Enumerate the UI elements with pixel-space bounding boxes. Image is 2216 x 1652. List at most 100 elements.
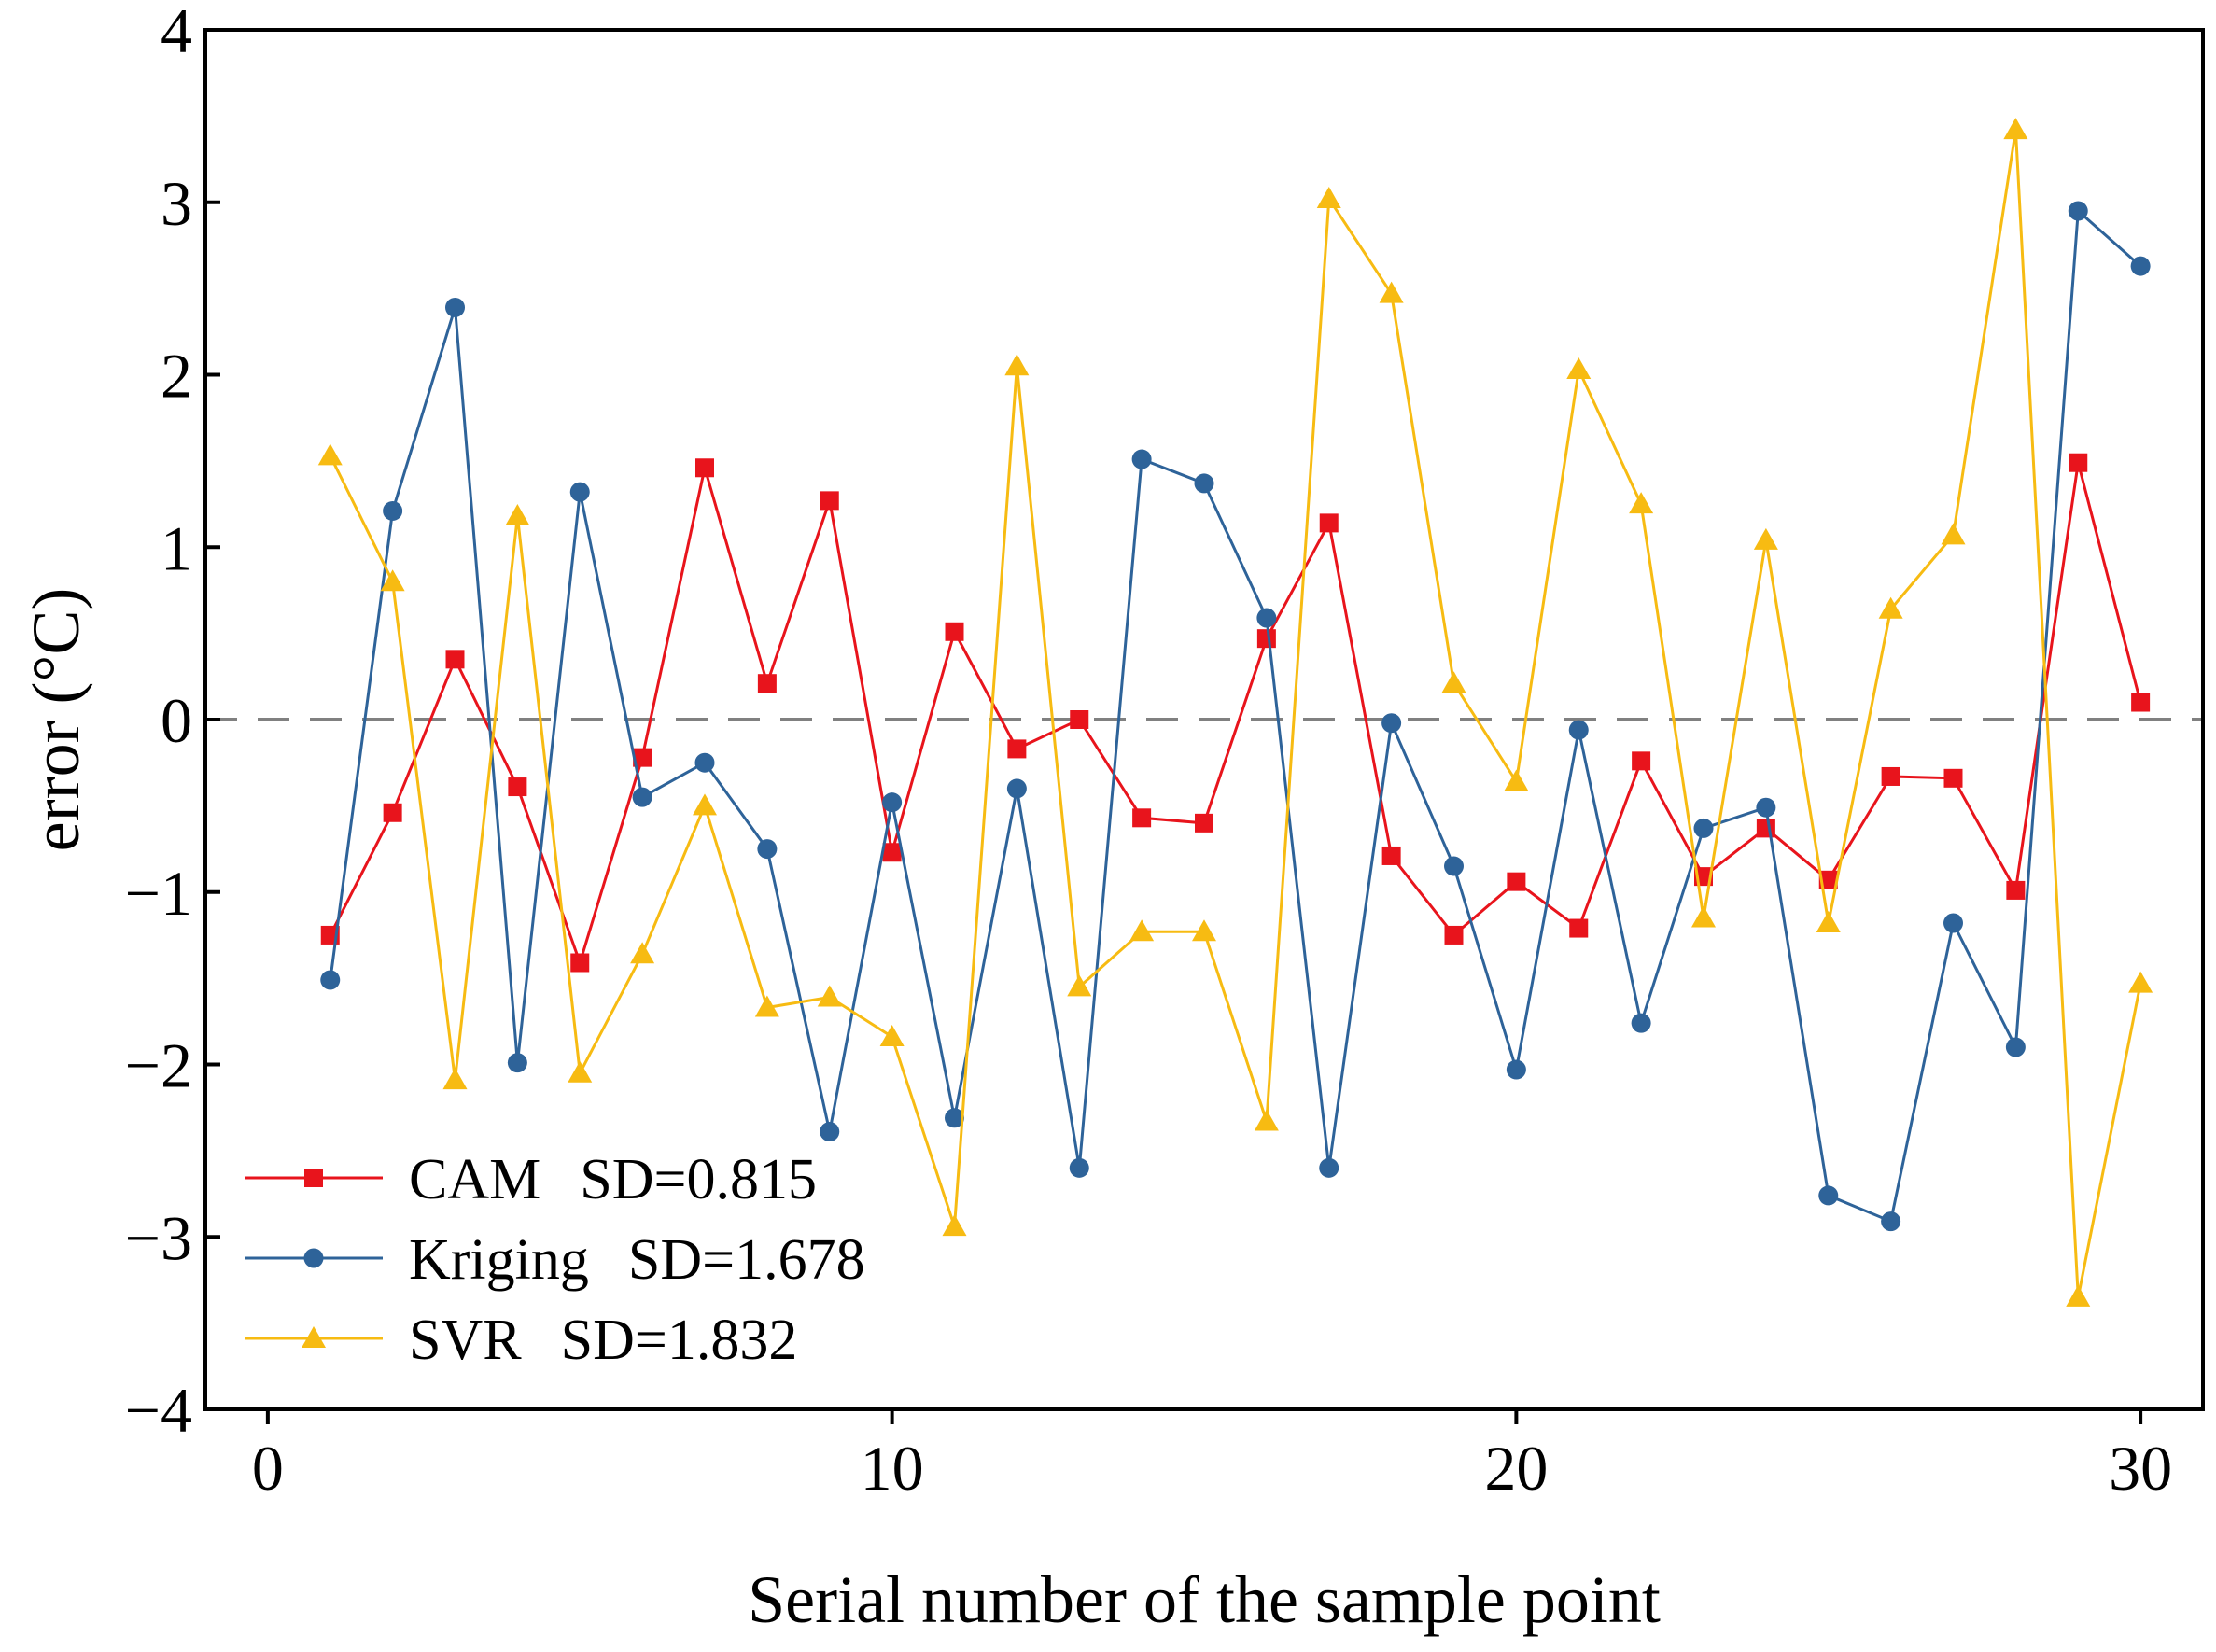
legend-label: CAM SD=0.815	[409, 1148, 817, 1211]
data-point-svr	[1129, 919, 1155, 942]
data-point-cam	[383, 803, 402, 822]
legend-sd-value: SD=1.678	[628, 1228, 865, 1292]
data-point-cam	[1569, 918, 1589, 938]
y-tick-label: −4	[125, 1375, 192, 1446]
series-layer	[317, 118, 2153, 1307]
legend-entry-kriging: Kriging SD=1.678	[245, 1228, 865, 1292]
data-point-svr	[1504, 769, 1529, 791]
legend: CAM SD=0.815 Kriging SD=1.678 SVR SD=1.832	[245, 1148, 865, 1372]
data-point-svr	[1316, 187, 1341, 209]
data-point-cam	[1070, 710, 1089, 729]
data-point-kriging	[882, 792, 903, 813]
data-point-kriging	[945, 1108, 964, 1128]
data-point-svr	[1691, 905, 1716, 928]
data-point-svr	[1816, 911, 1841, 933]
data-point-cam	[1195, 813, 1213, 833]
data-point-kriging	[1069, 1157, 1089, 1178]
data-point-kriging	[1568, 720, 1589, 740]
data-point-cam	[882, 843, 902, 862]
data-point-cam	[1444, 925, 1464, 945]
data-point-cam	[757, 674, 777, 693]
data-point-cam	[633, 748, 652, 767]
data-point-svr	[1192, 919, 1216, 942]
data-point-kriging	[1256, 608, 1277, 628]
data-point-kriging	[1818, 1185, 1839, 1206]
data-point-svr	[1566, 357, 1592, 379]
data-point-svr	[1878, 596, 1903, 619]
legend-marker	[303, 1248, 324, 1268]
legend-series-name: Kriging	[409, 1228, 589, 1292]
data-point-cam	[445, 650, 465, 669]
y-tick-label: 2	[161, 341, 192, 412]
y-tick-label: 1	[161, 512, 192, 583]
data-point-kriging	[1506, 1059, 1526, 1080]
data-point-kriging	[1131, 449, 1152, 469]
data-point-cam	[1632, 751, 1651, 771]
data-point-svr	[1629, 492, 1654, 514]
data-point-svr	[879, 1024, 905, 1046]
data-point-kriging	[1756, 797, 1776, 818]
data-point-kriging	[757, 839, 778, 860]
y-tick-label: −1	[125, 858, 192, 929]
data-point-kriging	[1693, 818, 1714, 838]
data-point-cam	[1132, 808, 1152, 828]
data-point-cam	[820, 491, 839, 511]
data-point-kriging	[820, 1122, 840, 1142]
data-point-kriging	[320, 970, 341, 990]
data-point-cam	[1319, 513, 1339, 533]
data-point-cam	[1943, 768, 1963, 788]
data-point-kriging	[1006, 778, 1027, 799]
data-point-svr	[1753, 527, 1778, 550]
data-point-svr	[754, 995, 779, 1017]
data-point-svr	[693, 793, 717, 816]
data-point-cam	[2131, 693, 2151, 712]
data-point-kriging	[507, 1053, 527, 1073]
x-tick-label: 10	[861, 1433, 924, 1504]
legend-label: Kriging SD=1.678	[409, 1228, 865, 1292]
series-kriging	[320, 201, 2151, 1232]
data-point-cam	[945, 622, 964, 641]
data-point-kriging	[1444, 856, 1464, 876]
legend-marker	[302, 1326, 326, 1348]
data-point-svr	[942, 1214, 967, 1237]
data-point-kriging	[1881, 1211, 1901, 1232]
legend-marker	[304, 1169, 323, 1187]
data-point-kriging	[694, 752, 715, 773]
data-point-kriging	[445, 297, 465, 317]
axes-layer: −4 −3 −2 −1 0 1 2 3 4 0 10 20 30	[125, 0, 2205, 1504]
data-point-cam	[2069, 453, 2088, 472]
data-point-cam	[2006, 880, 2026, 900]
y-tick-label: 0	[161, 685, 192, 756]
series-line-cam	[329, 462, 2142, 968]
y-tick-label: −2	[125, 1030, 192, 1101]
series-line-svr	[329, 129, 2142, 1298]
y-axis-title: error (°C)	[19, 588, 93, 852]
series-svr	[317, 118, 2153, 1307]
data-point-kriging	[1381, 713, 1402, 734]
data-point-kriging	[383, 500, 403, 521]
data-point-svr	[1441, 671, 1466, 693]
data-point-cam	[1007, 739, 1027, 759]
data-point-svr	[2066, 1284, 2091, 1307]
data-point-kriging	[632, 787, 652, 807]
data-point-kriging	[569, 482, 590, 502]
data-point-svr	[630, 942, 655, 964]
data-point-svr	[1004, 354, 1030, 376]
legend-sd-value: SD=0.815	[580, 1148, 817, 1211]
data-point-kriging	[2068, 201, 2088, 221]
data-point-cam	[1756, 819, 1775, 838]
y-tick-label: 4	[161, 0, 192, 66]
y-tick-label: 3	[161, 168, 192, 239]
data-point-svr	[1941, 523, 1966, 545]
data-point-cam	[1818, 870, 1838, 889]
data-point-kriging	[1943, 913, 1963, 933]
y-tick-label: −3	[125, 1202, 192, 1273]
data-point-svr	[1379, 281, 1404, 303]
data-point-kriging	[2130, 256, 2151, 276]
data-point-svr	[2128, 971, 2153, 993]
data-point-svr	[505, 503, 530, 525]
data-point-svr	[380, 569, 405, 592]
data-point-svr	[568, 1060, 593, 1083]
legend-sd-value: SD=1.832	[561, 1309, 798, 1372]
